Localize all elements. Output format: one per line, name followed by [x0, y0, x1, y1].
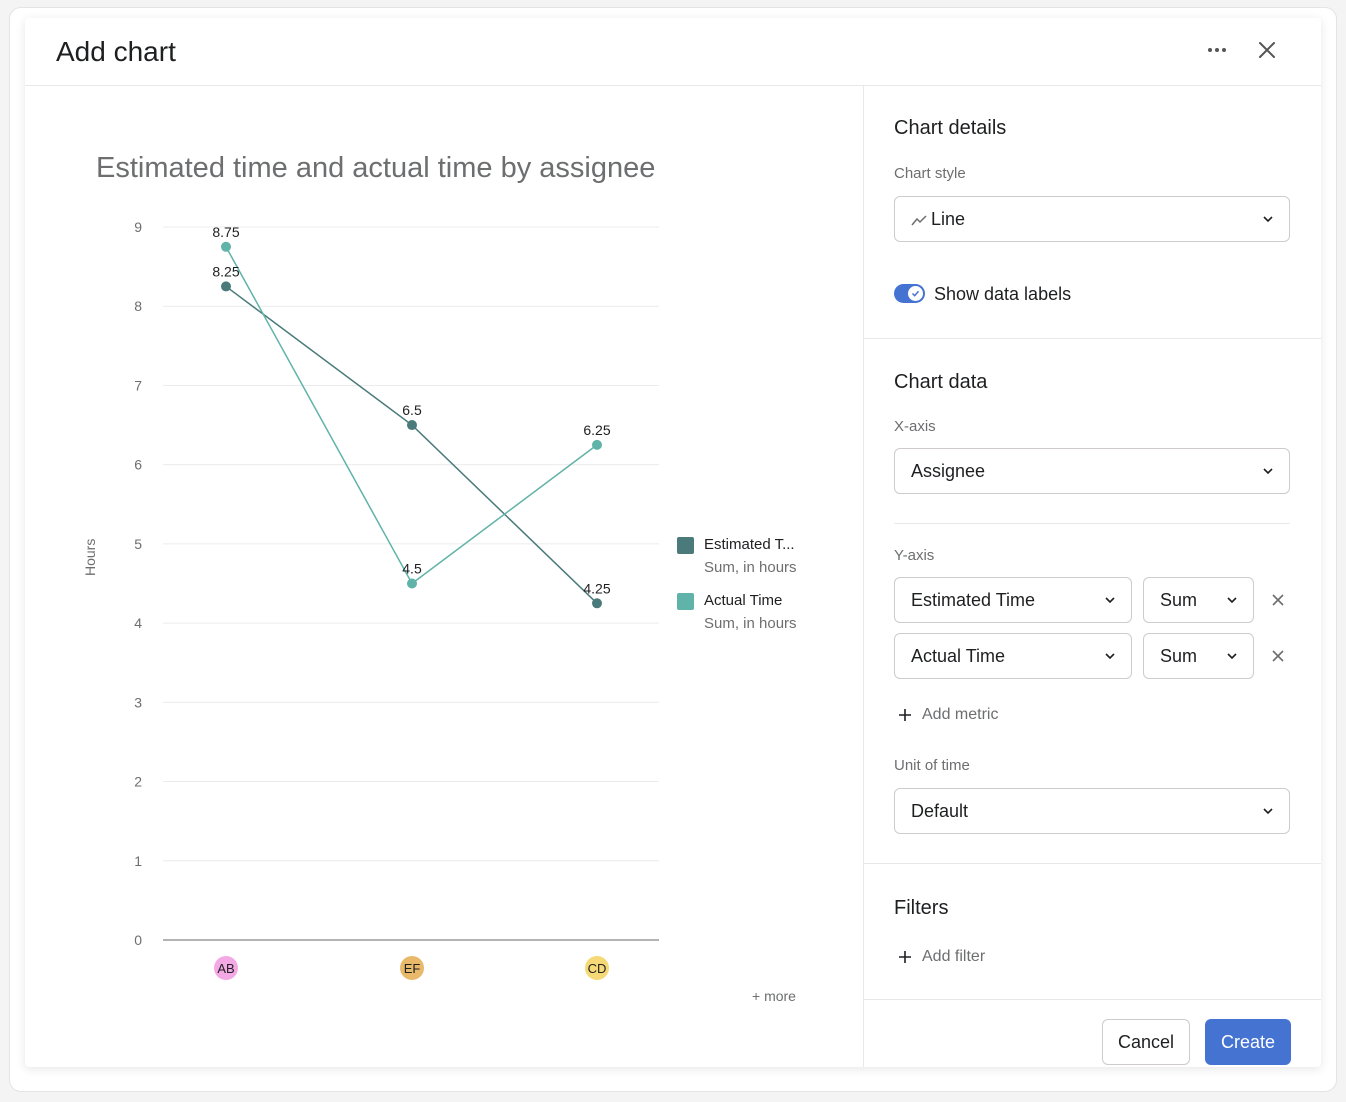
legend-series-subtitle: Sum, in hours — [704, 615, 797, 632]
more-link[interactable]: + more — [752, 988, 796, 1004]
y-axis-label: Y-axis — [894, 547, 935, 564]
unit-of-time-value: Default — [911, 801, 969, 821]
data-label: 8.75 — [212, 224, 239, 240]
data-point — [221, 281, 231, 292]
footer-divider — [864, 999, 1321, 1000]
y-tick-label: 0 — [134, 932, 142, 948]
y-metric-aggregation-select[interactable]: Sum — [1143, 633, 1254, 679]
avatar — [585, 956, 609, 980]
data-point — [407, 420, 417, 431]
dialog-title: Add chart — [56, 36, 176, 67]
y-tick-label: 7 — [134, 377, 142, 393]
add-filter-button[interactable]: Add filter — [898, 948, 985, 966]
y-tick-label: 2 — [134, 774, 142, 790]
legend-series-name: Estimated T... — [704, 536, 795, 553]
chevron-down-icon — [1227, 597, 1237, 604]
section-divider — [864, 338, 1321, 339]
remove-metric-icon[interactable] — [1269, 647, 1287, 665]
data-point — [407, 578, 417, 589]
add-chart-dialog: Add chart Estimated time and actual time… — [25, 18, 1321, 1067]
y-metric-aggregation-select[interactable]: Sum — [1143, 577, 1254, 623]
y-metric-field-value: Estimated Time — [911, 590, 1036, 610]
y-tick-label: 1 — [134, 853, 142, 869]
chart-preview: Estimated time and actual time by assign… — [25, 86, 863, 1067]
more-options-icon[interactable] — [1203, 36, 1231, 64]
unit-of-time-select[interactable]: Default — [894, 788, 1290, 834]
remove-metric-icon[interactable] — [1269, 591, 1287, 609]
data-label: 4.5 — [402, 561, 422, 577]
plus-icon — [899, 951, 911, 963]
check-icon — [911, 290, 920, 297]
line-chart-icon — [911, 215, 927, 226]
data-label: 8.25 — [212, 263, 239, 279]
chevron-down-icon — [1227, 653, 1237, 660]
legend-swatch — [677, 593, 694, 610]
data-point — [592, 439, 602, 450]
chart-style-value: Line — [911, 209, 965, 230]
y-tick-label: 9 — [134, 219, 142, 235]
add-metric-label: Add metric — [922, 706, 999, 723]
y-tick-label: 3 — [134, 694, 142, 710]
chart-data-title: Chart data — [894, 371, 988, 393]
x-axis-select[interactable]: Assignee — [894, 448, 1290, 494]
data-point — [592, 598, 602, 609]
data-label: 4.25 — [583, 580, 610, 596]
create-button[interactable]: Create — [1205, 1019, 1291, 1065]
series-line — [225, 285, 598, 604]
x-tick-label: AB — [217, 961, 234, 976]
filters-title: Filters — [894, 897, 949, 919]
x-tick-label: EF — [404, 961, 421, 976]
data-label: 6.25 — [583, 422, 610, 438]
x-axis-label: X-axis — [894, 418, 936, 435]
chevron-down-icon — [1263, 468, 1273, 475]
show-data-labels-toggle[interactable] — [894, 284, 925, 303]
panel-divider — [863, 86, 864, 1067]
inner-divider — [894, 523, 1290, 524]
chevron-down-icon — [1263, 808, 1273, 815]
y-metric-field-select[interactable]: Actual Time — [894, 633, 1132, 679]
add-metric-button[interactable]: Add metric — [898, 706, 998, 724]
close-icon[interactable] — [1255, 38, 1279, 62]
chevron-down-icon — [1105, 653, 1115, 660]
legend-series-name: Actual Time — [704, 592, 783, 609]
y-metric-aggregation-value: Sum — [1160, 590, 1198, 610]
chevron-down-icon — [1263, 216, 1273, 223]
chart-style-select[interactable]: Line — [894, 196, 1290, 242]
y-tick-label: 5 — [134, 536, 142, 552]
cancel-button[interactable]: Cancel — [1102, 1019, 1190, 1065]
avatar — [214, 956, 238, 980]
chart-style-label: Chart style — [894, 165, 966, 182]
toggle-knob — [908, 286, 923, 301]
y-tick-label: 4 — [134, 615, 142, 631]
settings-panel: Chart details Chart style Line Show data… — [864, 86, 1321, 1067]
plus-icon — [899, 709, 911, 721]
data-point — [221, 241, 231, 252]
y-tick-label: 6 — [134, 457, 142, 473]
legend-series-subtitle: Sum, in hours — [704, 559, 797, 576]
show-data-labels-label: Show data labels — [934, 284, 1072, 304]
y-metric-field-value: Actual Time — [911, 646, 1006, 666]
y-metric-aggregation-value: Sum — [1160, 646, 1198, 666]
x-tick-label: CD — [588, 961, 607, 976]
chart-title: Estimated time and actual time by assign… — [96, 152, 656, 184]
chart-details-title: Chart details — [894, 117, 1007, 139]
legend-swatch — [677, 537, 694, 554]
section-divider — [864, 863, 1321, 864]
add-filter-label: Add filter — [922, 948, 986, 965]
y-tick-label: 8 — [134, 298, 142, 314]
x-axis-value: Assignee — [911, 461, 986, 481]
chevron-down-icon — [1105, 597, 1115, 604]
data-label: 6.5 — [402, 402, 422, 418]
dialog-header: Add chart — [25, 18, 1321, 86]
line-chart: 0 1 2 3 4 5 6 7 8 9 8.25 6.5 4.25 8.75 4.5 6.25 AB EF CD — [134, 219, 659, 980]
unit-of-time-label: Unit of time — [894, 757, 970, 774]
avatar — [400, 956, 424, 980]
y-metric-field-select[interactable]: Estimated Time — [894, 577, 1132, 623]
